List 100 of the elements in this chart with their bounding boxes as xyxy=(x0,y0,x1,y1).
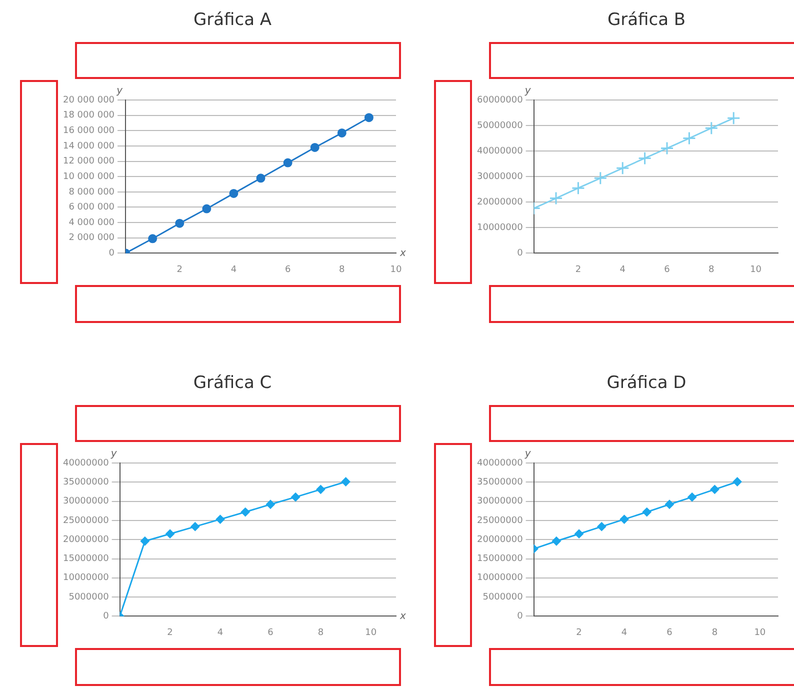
point xyxy=(202,204,212,214)
point xyxy=(732,477,742,486)
y-tick-label: 10000000 xyxy=(62,573,110,584)
point xyxy=(266,500,275,509)
chart-title: Gráfica D xyxy=(606,373,688,393)
y-tick-label: 15000000 xyxy=(476,554,524,564)
x-tick-label: 4 xyxy=(621,628,628,638)
y-tick-label: 6 000 000 xyxy=(68,202,115,213)
point xyxy=(620,514,629,524)
point xyxy=(283,158,292,168)
y-tick-label: 0 xyxy=(517,612,524,622)
y-tick-label: 15000000 xyxy=(62,554,110,564)
y-tick-label: 5000000 xyxy=(68,592,110,602)
x-tick-label: 6 xyxy=(268,628,274,638)
y-tick-label: 10 000 000 xyxy=(63,172,115,182)
y-axis-title: y xyxy=(110,448,118,460)
y-tick-label: 60000000 xyxy=(476,95,524,106)
point xyxy=(616,161,630,175)
point xyxy=(316,484,326,494)
point xyxy=(574,529,584,538)
x-tick-label: 6 xyxy=(284,264,291,275)
y-tick-label: 30000000 xyxy=(476,496,524,507)
point xyxy=(256,174,266,183)
point xyxy=(140,536,150,546)
x-tick-label: 4 xyxy=(230,264,237,275)
y-tick-label: 20000000 xyxy=(62,534,110,545)
point xyxy=(638,151,652,165)
y-tick-label: 12 000 000 xyxy=(63,156,115,167)
x-tick-label: 4 xyxy=(620,264,626,275)
x-tick-label: 10 xyxy=(754,628,766,638)
chart-title: Gráfica C xyxy=(192,373,273,393)
x-tick-label: 6 xyxy=(666,628,673,638)
point xyxy=(682,132,696,146)
point xyxy=(166,529,175,538)
y-tick-label: 30000000 xyxy=(476,172,524,182)
point xyxy=(594,171,608,185)
y-tick-label: 0 xyxy=(517,248,524,259)
point xyxy=(337,128,346,138)
x-tick-label: 6 xyxy=(664,264,670,275)
y-tick-label: 10000000 xyxy=(476,573,524,584)
y-tick-label: 8 000 000 xyxy=(68,187,115,198)
y-tick-label: 0 xyxy=(108,248,115,259)
point xyxy=(216,514,225,524)
y-tick-label: 20000000 xyxy=(476,534,524,545)
x-tick-label: 10 xyxy=(365,628,377,638)
x-tick-label: 8 xyxy=(318,628,324,638)
x-tick-label: 2 xyxy=(576,628,582,638)
y-tick-label: 20000000 xyxy=(476,197,524,208)
x-tick-label: 2 xyxy=(176,264,182,275)
point xyxy=(664,500,674,509)
y-tick-label: 50000000 xyxy=(476,120,524,131)
point xyxy=(364,113,374,122)
point xyxy=(597,522,606,532)
x-tick-label: 8 xyxy=(712,628,718,638)
x-tick-label: 4 xyxy=(217,628,224,638)
point xyxy=(710,484,720,494)
y-tick-label: 2 000 000 xyxy=(68,233,115,244)
y-tick-label: 25000000 xyxy=(476,516,524,526)
chart-title: Gráfica B xyxy=(606,10,687,30)
point xyxy=(291,492,300,502)
point xyxy=(148,234,158,244)
y-tick-label: 10000000 xyxy=(476,223,524,234)
y-tick-label: 18 000 000 xyxy=(63,110,115,121)
chart-title: Gráfica A xyxy=(192,10,273,30)
point xyxy=(240,508,250,517)
y-tick-label: 35000000 xyxy=(62,477,110,488)
x-tick-label: 8 xyxy=(708,264,715,275)
point xyxy=(642,508,652,517)
point xyxy=(190,522,200,532)
y-axis-title: y xyxy=(116,86,124,97)
y-axis-title: y xyxy=(524,86,532,97)
point xyxy=(229,188,238,198)
y-tick-label: 4 000 000 xyxy=(68,218,115,228)
x-tick-label: 10 xyxy=(750,264,762,275)
x-axis-title: x xyxy=(399,248,406,259)
y-tick-label: 40000000 xyxy=(476,458,524,468)
x-axis-title: x xyxy=(399,610,406,622)
point xyxy=(549,192,563,206)
x-tick-label: 8 xyxy=(339,264,346,275)
y-tick-label: 14 000 000 xyxy=(63,141,115,152)
y-tick-label: 5000000 xyxy=(482,592,524,602)
point xyxy=(341,477,350,486)
y-axis-title: y xyxy=(524,448,532,460)
point xyxy=(660,142,674,156)
point xyxy=(726,111,740,125)
y-tick-label: 40000000 xyxy=(476,146,524,156)
point xyxy=(552,536,561,546)
y-tick-label: 25000000 xyxy=(62,516,110,526)
point xyxy=(571,181,585,195)
y-tick-label: 30000000 xyxy=(62,496,110,507)
x-tick-label: 10 xyxy=(390,264,402,275)
y-tick-label: 16 000 000 xyxy=(63,126,115,136)
y-tick-label: 35000000 xyxy=(476,477,524,488)
x-tick-label: 2 xyxy=(575,264,582,275)
point xyxy=(688,492,697,502)
point xyxy=(310,142,320,152)
y-tick-label: 20 000 000 xyxy=(63,95,115,106)
x-tick-label: 2 xyxy=(167,628,173,638)
point xyxy=(704,121,718,135)
point xyxy=(175,218,184,228)
